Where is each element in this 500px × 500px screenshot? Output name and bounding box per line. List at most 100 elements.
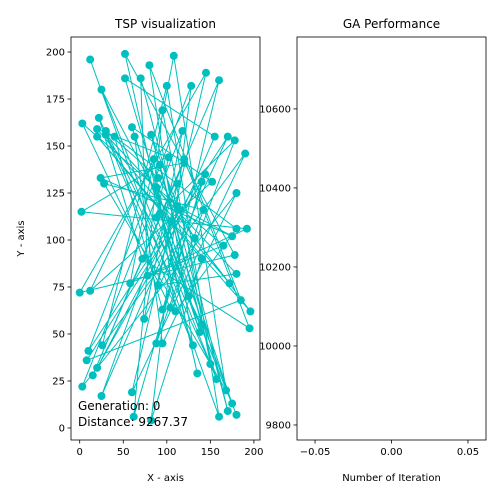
city-point xyxy=(145,61,154,70)
city-point xyxy=(173,179,182,188)
y-tick-label: 10000 xyxy=(259,341,291,352)
city-point xyxy=(197,177,206,186)
city-point xyxy=(98,341,107,350)
city-point xyxy=(219,241,228,250)
y-tick-label: 175 xyxy=(46,95,65,106)
axes-title: GA Performance xyxy=(343,17,440,31)
city-point xyxy=(147,416,156,425)
city-point xyxy=(136,74,145,83)
city-point xyxy=(101,126,110,135)
city-point xyxy=(206,360,215,369)
x-tick-label: 50 xyxy=(117,447,130,458)
city-point xyxy=(232,189,241,198)
axes-title: TSP visualization xyxy=(114,17,216,31)
y-axis-label: Y - axis xyxy=(16,220,27,257)
y-tick-label: 0 xyxy=(59,423,65,434)
city-point xyxy=(121,49,129,58)
y-tick-label: 25 xyxy=(52,376,65,387)
city-point xyxy=(193,369,202,378)
city-point xyxy=(75,288,84,297)
x-tick-label: −0.05 xyxy=(300,447,331,458)
city-point xyxy=(173,202,182,211)
city-point xyxy=(246,307,255,316)
city-point xyxy=(180,158,189,167)
y-tick-label: 150 xyxy=(46,142,65,153)
city-point xyxy=(202,68,210,77)
city-point xyxy=(78,382,87,391)
city-point xyxy=(225,279,234,288)
city-point xyxy=(230,251,239,260)
annotation: Generation: 0 xyxy=(78,399,160,413)
y-tick-label: 200 xyxy=(46,48,65,59)
city-point xyxy=(155,160,164,169)
y-tick-label: 10200 xyxy=(259,262,291,273)
city-point xyxy=(188,341,197,350)
y-tick-label: 125 xyxy=(46,189,65,200)
city-point xyxy=(154,173,163,182)
city-point xyxy=(241,149,250,158)
city-point xyxy=(158,339,167,348)
city-point xyxy=(152,213,161,222)
city-point xyxy=(126,279,135,288)
x-axis-label: Number of Iteration xyxy=(342,473,441,484)
city-point xyxy=(158,305,167,314)
city-point xyxy=(228,232,237,241)
city-point xyxy=(154,281,163,290)
x-axis-label: X - axis xyxy=(147,473,184,484)
city-point xyxy=(143,271,152,280)
axes-background xyxy=(297,37,486,440)
city-point xyxy=(215,76,224,85)
city-point xyxy=(184,292,193,301)
y-tick-label: 50 xyxy=(52,329,65,340)
city-point xyxy=(86,55,95,64)
city-point xyxy=(223,407,232,416)
city-point xyxy=(245,324,254,333)
city-point xyxy=(232,269,241,278)
city-point xyxy=(93,132,102,141)
right-y-labels: 9800 10000 10200 10400 10600 xyxy=(259,104,291,431)
city-point xyxy=(201,170,210,179)
x-tick-label: 0.00 xyxy=(380,447,402,458)
city-point xyxy=(78,119,87,128)
city-point xyxy=(127,123,136,132)
city-point xyxy=(84,346,93,355)
city-point xyxy=(197,320,206,329)
city-point xyxy=(215,412,224,421)
city-point xyxy=(187,81,196,90)
city-point xyxy=(164,153,173,162)
city-point xyxy=(232,410,241,419)
city-point xyxy=(222,386,231,395)
x-tick-label: 200 xyxy=(244,447,263,458)
city-point xyxy=(212,375,221,384)
y-tick-label: 75 xyxy=(52,282,65,293)
city-point xyxy=(97,392,106,401)
city-point xyxy=(171,307,180,316)
city-point xyxy=(230,136,239,145)
city-point xyxy=(236,296,245,305)
x-tick-label: 0 xyxy=(77,447,83,458)
city-point xyxy=(169,51,178,60)
city-point xyxy=(195,328,204,337)
city-point xyxy=(147,130,156,139)
x-tick-label: 150 xyxy=(201,447,220,458)
x-tick-label: 100 xyxy=(157,447,176,458)
city-point xyxy=(130,132,139,141)
city-point xyxy=(223,132,232,141)
annotation: Distance: 9267.37 xyxy=(78,415,188,429)
city-point xyxy=(110,132,119,141)
city-point xyxy=(94,113,103,122)
city-point xyxy=(129,412,138,421)
city-point xyxy=(140,314,149,323)
city-point xyxy=(121,74,129,83)
city-point xyxy=(96,173,105,182)
city-point xyxy=(82,356,91,365)
tour-line xyxy=(78,53,251,421)
city-point xyxy=(178,126,187,135)
city-point xyxy=(199,205,208,214)
city-point xyxy=(210,132,219,141)
city-point xyxy=(149,155,158,164)
city-point xyxy=(167,217,176,226)
city-point xyxy=(232,224,241,233)
x-tick-label: 0.05 xyxy=(457,447,479,458)
